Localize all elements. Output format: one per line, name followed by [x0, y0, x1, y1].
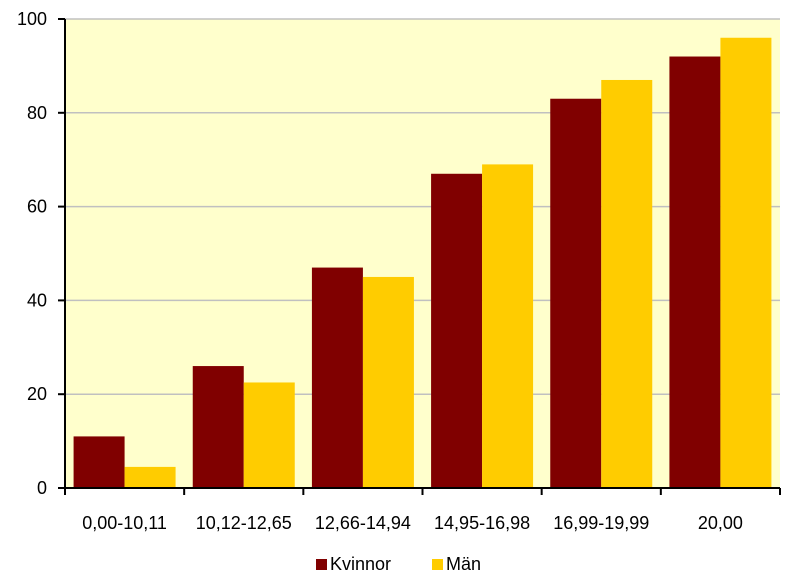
bar-m-n-4 [601, 79, 653, 488]
y-tick-label-20: 20 [27, 384, 47, 404]
bar-kvinnor-2 [311, 267, 363, 488]
gridlines [65, 18, 780, 395]
legend-label-1: Män [446, 554, 481, 574]
y-tick-label-100: 100 [17, 9, 47, 29]
x-tick-label-4: 16,99-19,99 [553, 513, 649, 533]
bar-m-n-2 [362, 276, 414, 488]
legend-swatch-0 [316, 559, 327, 570]
x-axis-ticks: 0,00-10,11 10,12-12,65 12,66-14,94 14,95-16… [64, 488, 781, 533]
y-tick-label-80: 80 [27, 103, 47, 123]
y-tick-label-60: 60 [27, 197, 47, 217]
y-axis-ticks: 0 20 40 60 80 100 [17, 9, 65, 498]
x-tick-label-3: 14,95-16,98 [434, 513, 530, 533]
bar-m-n-3 [482, 164, 534, 488]
x-tick-label-2: 12,66-14,94 [315, 513, 411, 533]
bar-kvinnor-5 [669, 56, 721, 489]
legend: Kvinnor Män [316, 554, 481, 574]
plot-area [65, 19, 780, 488]
bar-m-n-0 [124, 466, 176, 488]
x-tick-label-1: 10,12-12,65 [196, 513, 292, 533]
legend-label-0: Kvinnor [330, 554, 391, 574]
bars [73, 37, 772, 489]
bar-kvinnor-1 [192, 366, 244, 488]
bar-kvinnor-0 [73, 436, 125, 488]
x-tick-label-5: 20,00 [698, 513, 743, 533]
bar-m-n-5 [720, 37, 772, 488]
bar-m-n-1 [243, 382, 295, 488]
y-tick-label-0: 0 [37, 478, 47, 498]
y-tick-label-40: 40 [27, 290, 47, 310]
legend-swatch-1 [432, 559, 443, 570]
bar-kvinnor-3 [431, 173, 483, 488]
bar-kvinnor-4 [550, 98, 602, 488]
x-tick-label-0: 0,00-10,11 [82, 513, 167, 533]
